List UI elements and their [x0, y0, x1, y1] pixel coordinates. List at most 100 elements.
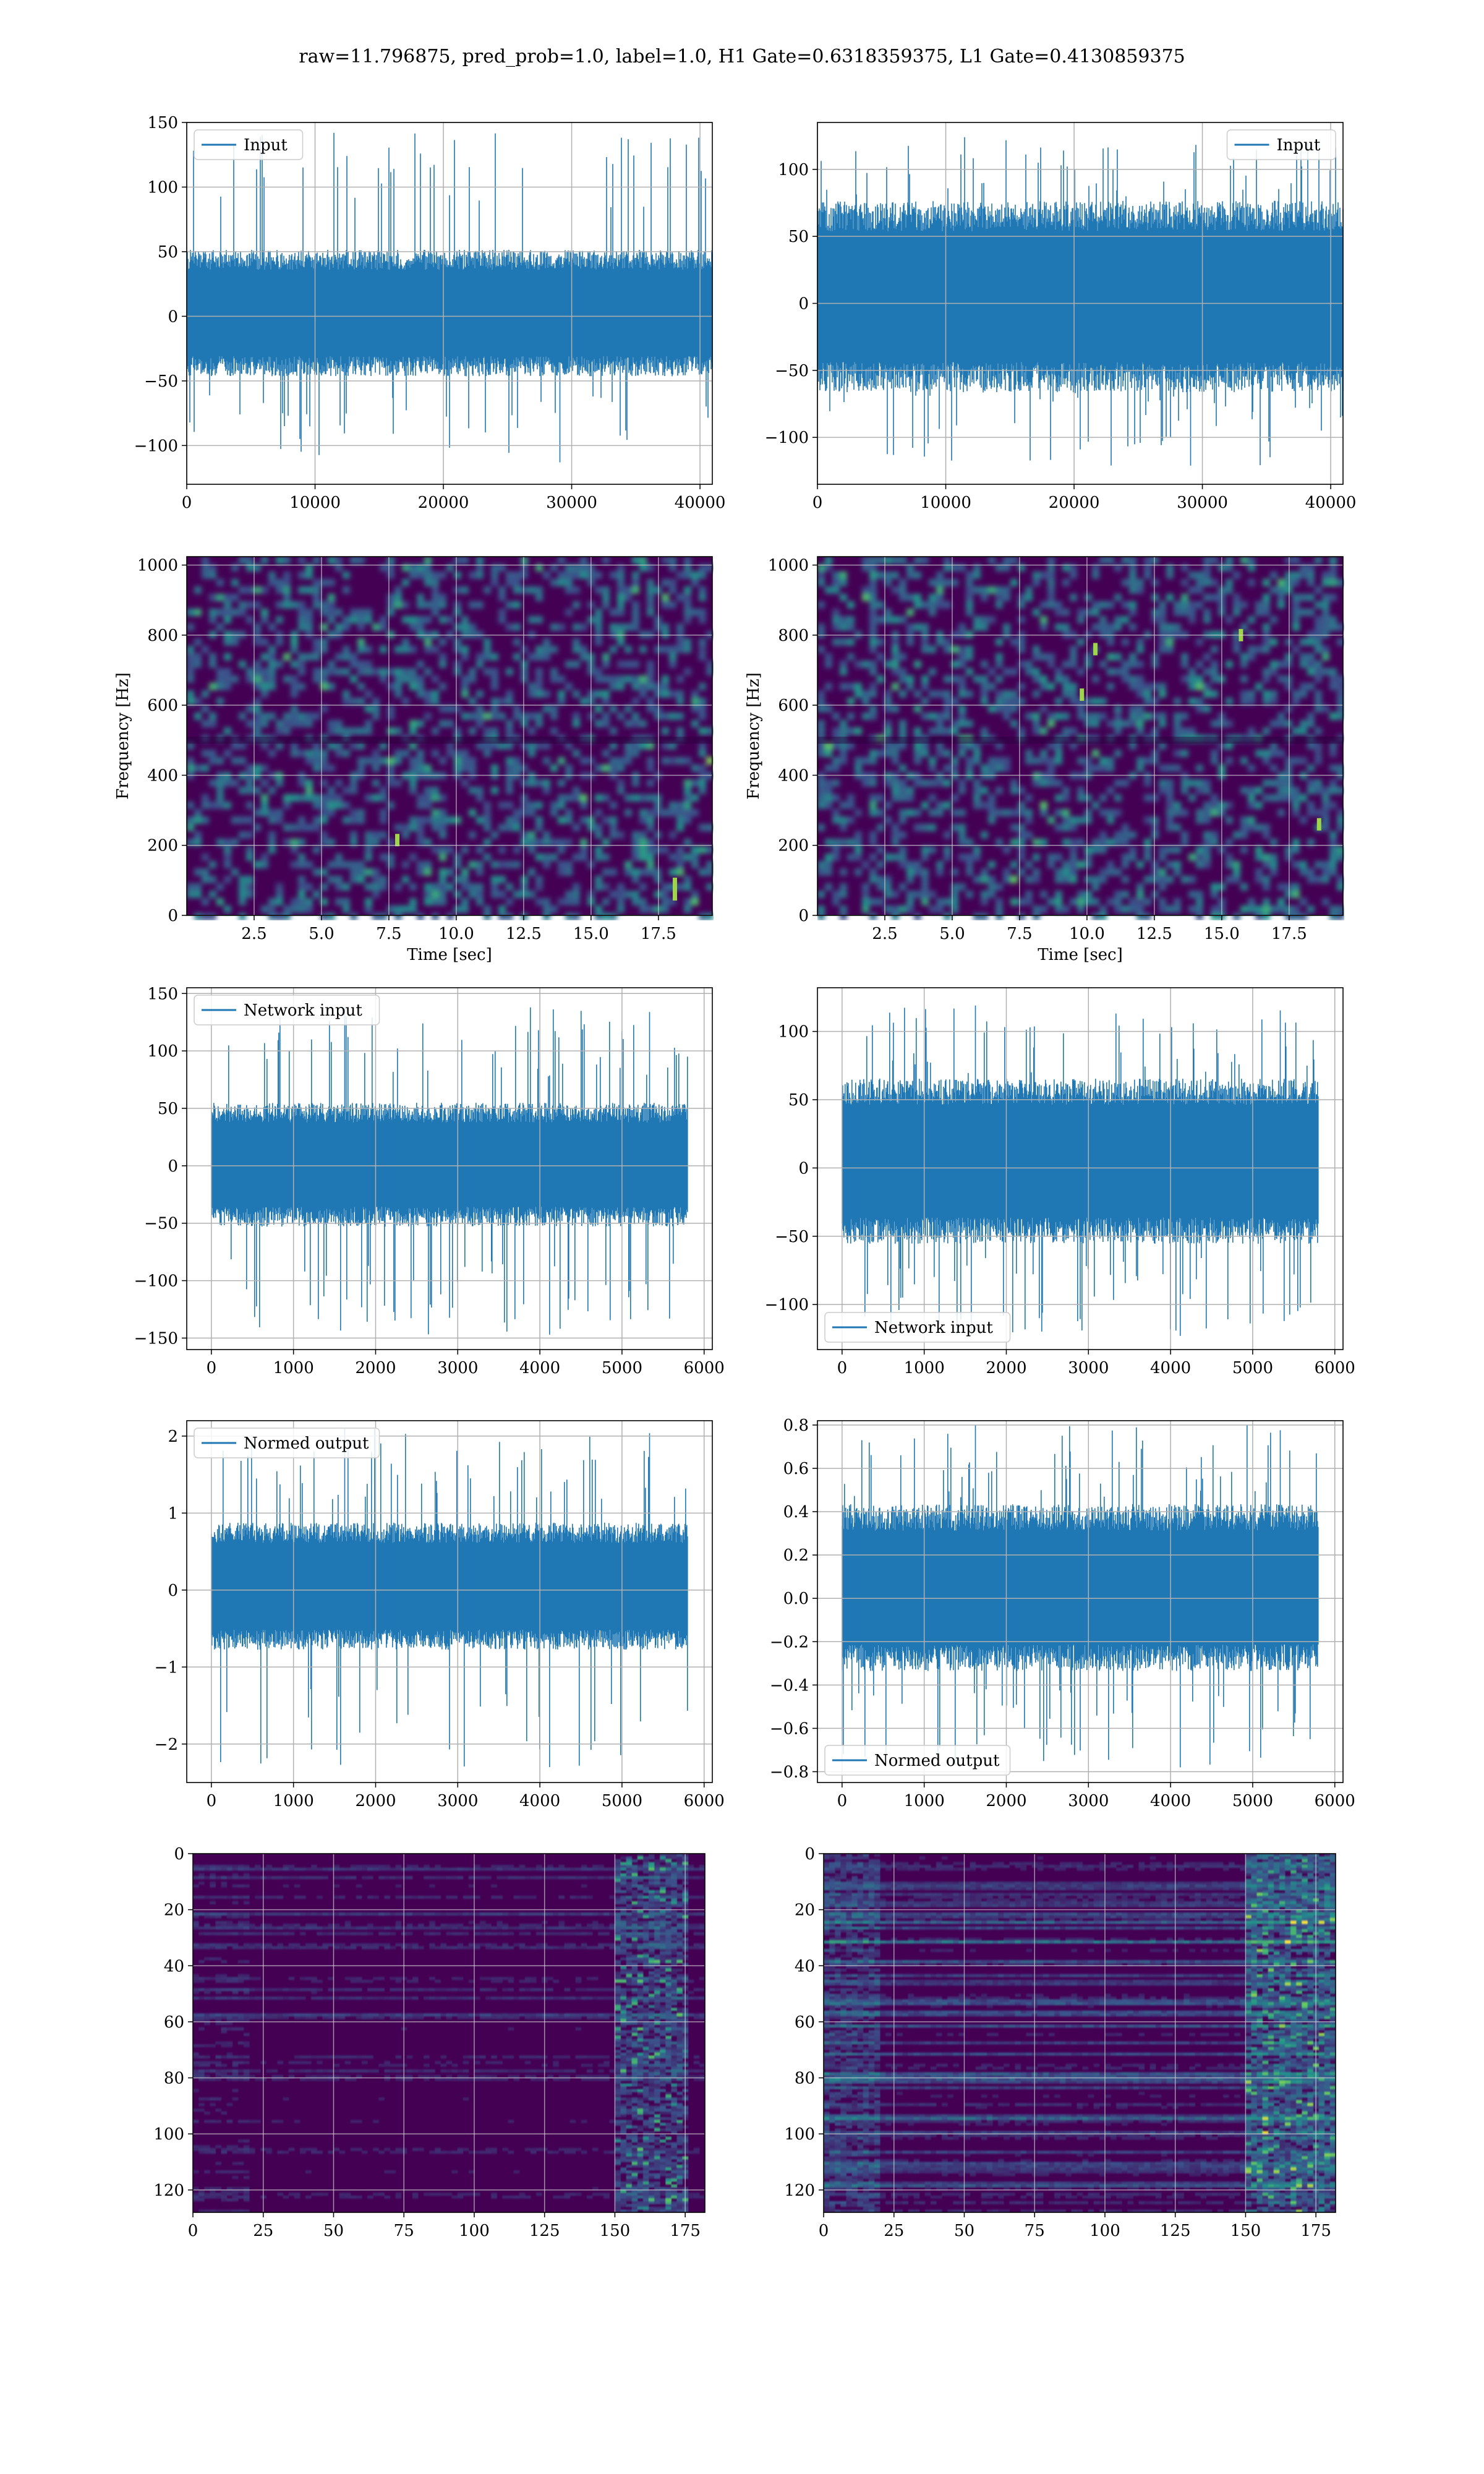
y-tick-label: 50 [158, 1100, 178, 1118]
x-tick-label: 1000 [273, 1792, 314, 1810]
x-tick-label: 175 [670, 2222, 701, 2240]
y-tick-label: 0 [168, 1157, 178, 1176]
x-tick-label: 50 [954, 2222, 974, 2240]
x-tick-label: 6000 [1315, 1792, 1355, 1810]
y-tick-label: −50 [775, 1228, 809, 1246]
y-tick-label: 100 [153, 2125, 184, 2144]
x-tick-label: 0 [837, 1359, 848, 1377]
x-tick-label: 4000 [1150, 1792, 1191, 1810]
x-tick-label: 0 [207, 1792, 217, 1810]
y-tick-label: 150 [147, 985, 178, 1003]
legend-label: Normed output [244, 1434, 369, 1453]
x-tick-label: 20000 [1049, 494, 1100, 512]
y-tick-label: 200 [778, 837, 809, 855]
y-tick-label: 0 [168, 307, 178, 326]
y-tick-label: 0 [798, 907, 809, 925]
legend-box [1226, 129, 1336, 160]
x-tick-label: 2000 [355, 1792, 396, 1810]
x-tick-label: 1000 [273, 1359, 314, 1377]
heatmap-hotspot [672, 888, 677, 901]
axes-frame [186, 987, 713, 1350]
x-tick-label: 25 [884, 2222, 904, 2240]
y-tick-label: −0.8 [770, 1763, 809, 1781]
y-tick-label: −50 [775, 362, 809, 380]
y-tick-label: 0 [168, 907, 178, 925]
heatmap-hotspot [672, 878, 677, 891]
legend-label: Network input [244, 1001, 362, 1020]
y-tick-label: 20 [164, 1901, 184, 1920]
legend-box [824, 1312, 1011, 1343]
y-tick-label: 800 [778, 627, 809, 645]
legend-box [824, 1745, 1011, 1776]
x-tick-label: 0 [812, 494, 823, 512]
x-tick-label: 4000 [519, 1359, 560, 1377]
axes-frame [817, 987, 1344, 1350]
x-tick-label: 7.5 [1007, 925, 1032, 943]
x-tick-label: 1000 [904, 1792, 945, 1810]
y-tick-label: 600 [147, 696, 178, 715]
x-tick-label: 10000 [289, 494, 341, 512]
x-tick-label: 75 [1025, 2222, 1045, 2240]
x-tick-label: 175 [1300, 2222, 1331, 2240]
y-tick-label: 100 [147, 1042, 178, 1061]
y-tick-label: 100 [778, 1023, 809, 1042]
x-tick-label: 2.5 [241, 925, 267, 943]
heatmap-field [824, 1854, 1336, 2213]
y-tick-label: 0.2 [783, 1546, 809, 1565]
y-tick-label: −0.4 [770, 1676, 809, 1695]
y-tick-label: 200 [147, 837, 178, 855]
heatmap-hotspot [1316, 818, 1321, 831]
y-tick-label: −50 [144, 1215, 178, 1233]
x-tick-label: 3000 [1068, 1359, 1109, 1377]
y-tick-label: 40 [164, 1957, 184, 1975]
subplot-feat-l1: 0 25 50 75 100 125 150 175 0 20 40 60 80 100 120 [784, 1845, 1336, 2240]
axes-frame [186, 556, 713, 916]
y-tick-label: −0.6 [770, 1719, 809, 1738]
x-tick-label: 20000 [418, 494, 469, 512]
subplot-spec-h1: 2.5 5.0 7.5 10.0 12.5 15.0 17.5 0 200 400 600 800 10… [114, 556, 714, 964]
y-tick-label: 0 [804, 1845, 815, 1864]
y-tick-label: 100 [778, 161, 809, 179]
x-tick-label: 0 [819, 2222, 829, 2240]
y-tick-label: 20 [795, 1901, 815, 1920]
axes-frame [192, 1853, 706, 2213]
legend-label: Input [244, 136, 288, 155]
y-tick-label: −100 [765, 429, 809, 447]
subplot-spec-l1: 2.5 5.0 7.5 10.0 12.5 15.0 17.5 0 200 400 600 800 10… [744, 556, 1344, 964]
x-tick-label: 150 [1230, 2222, 1261, 2240]
x-tick-label: 40000 [1305, 494, 1357, 512]
subplots-group: 0 10000 20000 30000 40000−100−50050100150Inp… [114, 114, 1356, 2240]
y-tick-label: 100 [147, 178, 178, 197]
heatmap-field [817, 557, 1344, 920]
x-tick-label: 5.0 [309, 925, 334, 943]
legend-label: Input [1277, 136, 1321, 155]
x-tick-label: 0 [182, 494, 192, 512]
y-tick-label: −50 [144, 372, 178, 391]
y-tick-label: 120 [784, 2181, 815, 2200]
y-tick-label: −100 [765, 1296, 809, 1314]
y-tick-label: 0 [798, 295, 809, 314]
x-tick-label: 3000 [437, 1792, 478, 1810]
x-tick-label: 1000 [904, 1359, 945, 1377]
x-tick-label: 150 [600, 2222, 631, 2240]
x-axis-label: Time [sec] [407, 946, 492, 964]
x-tick-label: 3000 [437, 1359, 478, 1377]
y-tick-label: 0 [798, 1159, 809, 1178]
x-tick-label: 2000 [986, 1359, 1026, 1377]
x-tick-label: 25 [253, 2222, 273, 2240]
y-tick-label: 80 [164, 2070, 184, 2088]
axes-frame [817, 1420, 1344, 1783]
axes-frame [186, 122, 713, 485]
x-tick-label: 10.0 [1069, 925, 1105, 943]
y-tick-label: 1000 [137, 557, 178, 575]
heatmap-dark-band [187, 737, 712, 744]
y-tick-label: −150 [134, 1329, 178, 1348]
subplot-input-h1: 0 10000 20000 30000 40000 −100 −50 0 50 100 150 Inp… [134, 114, 726, 512]
y-tick-label: −0.2 [770, 1633, 809, 1651]
y-tick-label: 1000 [768, 557, 809, 575]
y-tick-label: 50 [158, 243, 178, 262]
x-tick-label: 0 [207, 1359, 217, 1377]
legend-box [194, 129, 304, 160]
x-tick-label: 2000 [986, 1792, 1026, 1810]
y-tick-label: 50 [788, 1091, 809, 1110]
